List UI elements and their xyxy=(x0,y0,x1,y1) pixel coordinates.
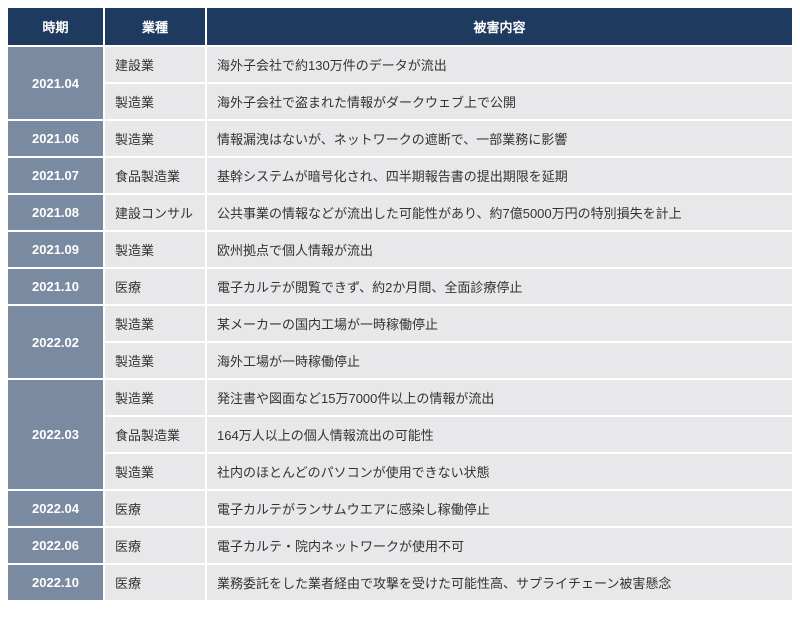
date-cell: 2021.04 xyxy=(8,47,103,119)
industry-cell: 製造業 xyxy=(105,343,205,378)
table-row: 2022.03製造業発注書や図面など15万7000件以上の情報が流出 xyxy=(8,380,792,415)
content-cell: 情報漏洩はないが、ネットワークの遮断で、一部業務に影響 xyxy=(207,121,792,156)
table-row: 2022.06医療電子カルテ・院内ネットワークが使用不可 xyxy=(8,528,792,563)
content-cell: 164万人以上の個人情報流出の可能性 xyxy=(207,417,792,452)
table-row: 製造業海外工場が一時稼働停止 xyxy=(8,343,792,378)
content-cell: 海外工場が一時稼働停止 xyxy=(207,343,792,378)
date-cell: 2022.10 xyxy=(8,565,103,600)
industry-cell: 食品製造業 xyxy=(105,417,205,452)
content-cell: 発注書や図面など15万7000件以上の情報が流出 xyxy=(207,380,792,415)
industry-cell: 医療 xyxy=(105,269,205,304)
industry-cell: 製造業 xyxy=(105,380,205,415)
table-row: 2021.10医療電子カルテが閲覧できず、約2か月間、全面診療停止 xyxy=(8,269,792,304)
content-cell: 基幹システムが暗号化され、四半期報告書の提出期限を延期 xyxy=(207,158,792,193)
industry-cell: 製造業 xyxy=(105,84,205,119)
industry-cell: 医療 xyxy=(105,491,205,526)
table-row: 2022.04医療電子カルテがランサムウエアに感染し稼働停止 xyxy=(8,491,792,526)
date-cell: 2021.08 xyxy=(8,195,103,230)
table-row: 2021.06製造業情報漏洩はないが、ネットワークの遮断で、一部業務に影響 xyxy=(8,121,792,156)
industry-cell: 建設業 xyxy=(105,47,205,82)
content-cell: 海外子会社で約130万件のデータが流出 xyxy=(207,47,792,82)
industry-cell: 食品製造業 xyxy=(105,158,205,193)
date-cell: 2022.06 xyxy=(8,528,103,563)
date-cell: 2021.09 xyxy=(8,232,103,267)
industry-cell: 建設コンサル xyxy=(105,195,205,230)
industry-cell: 製造業 xyxy=(105,454,205,489)
date-cell: 2022.04 xyxy=(8,491,103,526)
date-cell: 2022.03 xyxy=(8,380,103,489)
incident-table: 時期業種被害内容2021.04建設業海外子会社で約130万件のデータが流出製造業… xyxy=(6,6,794,602)
content-cell: 欧州拠点で個人情報が流出 xyxy=(207,232,792,267)
content-cell: 海外子会社で盗まれた情報がダークウェブ上で公開 xyxy=(207,84,792,119)
industry-cell: 医療 xyxy=(105,565,205,600)
content-cell: 電子カルテが閲覧できず、約2か月間、全面診療停止 xyxy=(207,269,792,304)
content-cell: 業務委託をした業者経由で攻撃を受けた可能性高、サプライチェーン被害懸念 xyxy=(207,565,792,600)
table-row: 2021.08建設コンサル公共事業の情報などが流出した可能性があり、約7億500… xyxy=(8,195,792,230)
industry-cell: 製造業 xyxy=(105,121,205,156)
table-row: 2022.10医療業務委託をした業者経由で攻撃を受けた可能性高、サプライチェーン… xyxy=(8,565,792,600)
table-row: 製造業海外子会社で盗まれた情報がダークウェブ上で公開 xyxy=(8,84,792,119)
date-cell: 2021.06 xyxy=(8,121,103,156)
industry-cell: 医療 xyxy=(105,528,205,563)
date-cell: 2021.10 xyxy=(8,269,103,304)
content-cell: 電子カルテ・院内ネットワークが使用不可 xyxy=(207,528,792,563)
content-cell: 公共事業の情報などが流出した可能性があり、約7億5000万円の特別損失を計上 xyxy=(207,195,792,230)
table-row: 食品製造業164万人以上の個人情報流出の可能性 xyxy=(8,417,792,452)
industry-cell: 製造業 xyxy=(105,306,205,341)
content-cell: 某メーカーの国内工場が一時稼働停止 xyxy=(207,306,792,341)
date-cell: 2021.07 xyxy=(8,158,103,193)
date-cell: 2022.02 xyxy=(8,306,103,378)
content-cell: 電子カルテがランサムウエアに感染し稼働停止 xyxy=(207,491,792,526)
header-content: 被害内容 xyxy=(207,8,792,45)
table-row: 2021.04建設業海外子会社で約130万件のデータが流出 xyxy=(8,47,792,82)
header-industry: 業種 xyxy=(105,8,205,45)
content-cell: 社内のほとんどのパソコンが使用できない状態 xyxy=(207,454,792,489)
table-row: 製造業社内のほとんどのパソコンが使用できない状態 xyxy=(8,454,792,489)
table-header-row: 時期業種被害内容 xyxy=(8,8,792,45)
industry-cell: 製造業 xyxy=(105,232,205,267)
table-row: 2022.02製造業某メーカーの国内工場が一時稼働停止 xyxy=(8,306,792,341)
header-date: 時期 xyxy=(8,8,103,45)
table-row: 2021.09製造業欧州拠点で個人情報が流出 xyxy=(8,232,792,267)
table-row: 2021.07食品製造業基幹システムが暗号化され、四半期報告書の提出期限を延期 xyxy=(8,158,792,193)
